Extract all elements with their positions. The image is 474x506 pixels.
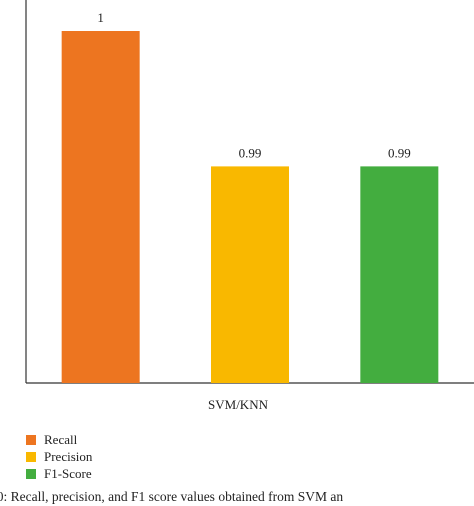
legend-item-recall: Recall [26, 431, 92, 448]
bar-f1-score [360, 166, 439, 383]
legend-label-recall: Recall [44, 432, 78, 447]
legend-item-f1-score: F1-Score [26, 465, 92, 482]
legend-label-f1-score: F1-Score [44, 466, 92, 481]
legend-label-precision: Precision [44, 449, 93, 464]
legend-swatch-f1-score [26, 468, 36, 479]
figure-caption: 10: Recall, precision, and F1 score valu… [0, 489, 344, 504]
bar-recall [61, 31, 140, 383]
legend: Recall Precision F1-Score [26, 431, 92, 482]
data-label-precision: 0.99 [239, 145, 262, 160]
x-axis-label: SVM/KNN [208, 397, 269, 412]
legend-swatch-precision [26, 451, 36, 462]
legend-item-precision: Precision [26, 448, 92, 465]
bar-chart: 1 0.99 0.99 SVM/KNN [25, 0, 474, 412]
legend-swatch-recall [26, 434, 36, 445]
bar-precision [211, 166, 289, 383]
data-label-f1-score: 0.99 [388, 145, 411, 160]
data-label-recall: 1 [97, 10, 104, 25]
